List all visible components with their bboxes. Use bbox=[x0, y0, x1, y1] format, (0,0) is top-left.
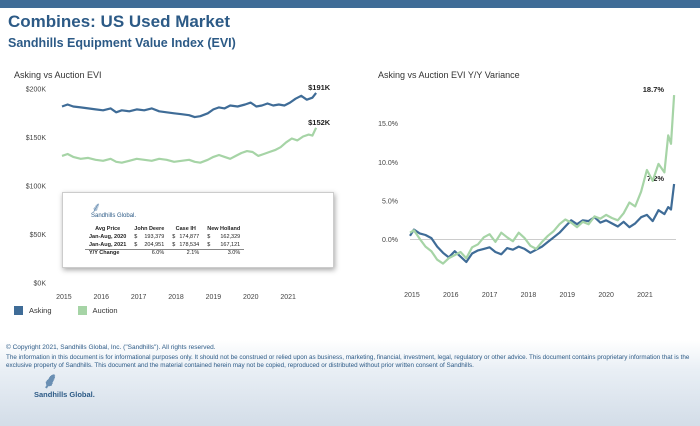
left-chart-title: Asking vs Auction EVI bbox=[14, 70, 102, 80]
top-accent-bar bbox=[0, 0, 700, 8]
john-deere-value: 6.0% bbox=[137, 248, 169, 257]
copyright-text: © Copyright 2021, Sandhills Global, Inc.… bbox=[6, 344, 216, 351]
y-tick-label: $50K bbox=[30, 232, 47, 239]
x-tick-label: 2015 bbox=[56, 294, 72, 301]
x-tick-label: 2019 bbox=[206, 294, 222, 301]
series-line-asking bbox=[409, 183, 676, 264]
currency-symbol bbox=[130, 248, 138, 257]
table-row: Jan-Aug, 2020 $ 193,379 $ 174,877 $ 162,… bbox=[85, 233, 244, 241]
series-line-auction bbox=[61, 127, 318, 164]
disclaimer-text: The information in this document is for … bbox=[6, 354, 690, 369]
y-tick-label: 10.0% bbox=[378, 160, 398, 167]
x-tick-label: 2018 bbox=[521, 292, 537, 299]
table-header-row: Avg Price John Deere Case IH New Holland bbox=[85, 225, 244, 233]
legend-label-auction: Auction bbox=[92, 306, 118, 315]
row-label: Jan-Aug, 2020 bbox=[89, 234, 127, 240]
right-chart-title: Asking vs Auction EVI Y/Y Variance bbox=[378, 70, 520, 80]
x-tick-label: 2015 bbox=[404, 292, 420, 299]
y-tick-label: 0.0% bbox=[382, 237, 398, 244]
legend-item-auction: Auction bbox=[77, 306, 118, 315]
series-line-asking bbox=[61, 92, 317, 119]
row-label: Y/Y Change bbox=[85, 248, 131, 257]
currency-symbol: $ bbox=[207, 234, 211, 240]
case-ih-value: 174,877 bbox=[179, 234, 200, 240]
new-holland-value: 162,329 bbox=[220, 234, 241, 240]
legend-swatch-asking bbox=[14, 306, 23, 315]
inset-logo-text: Sandhills Global. bbox=[91, 213, 137, 219]
variance-line-chart: 0.0% 5.0% 10.0% 15.0% 2015 2016 2017 2018 2019 20… bbox=[378, 85, 676, 299]
evi-line-chart: $0K $50K $100K $150K $200K 2015 2016 2017 2018 20… bbox=[26, 83, 331, 301]
y-tick-label: $100K bbox=[26, 184, 47, 191]
y-tick-label: $0K bbox=[34, 281, 47, 288]
y-tick-label: $200K bbox=[26, 87, 47, 94]
new-holland-value: 3.0% bbox=[211, 248, 245, 257]
x-tick-label: 2018 bbox=[168, 294, 184, 301]
footer-banner bbox=[0, 340, 700, 426]
x-tick-label: 2019 bbox=[559, 292, 575, 299]
currency-symbol bbox=[203, 248, 212, 257]
end-label-auction: $152K bbox=[308, 118, 331, 127]
currency-symbol: $ bbox=[134, 241, 138, 248]
table-header: New Holland bbox=[207, 226, 241, 232]
footer-logo-text: Sandhills Global. bbox=[34, 390, 95, 399]
table-row: Jan-Aug, 2021 $ 204,951 $ 178,534 $ 167,… bbox=[85, 241, 244, 249]
john-deere-value: 204,951 bbox=[144, 241, 165, 248]
end-label-asking: 7.2% bbox=[647, 174, 664, 183]
x-tick-label: 2021 bbox=[280, 294, 296, 301]
x-tick-label: 2017 bbox=[482, 292, 498, 299]
series-line-auction bbox=[409, 95, 676, 265]
case-ih-value: 2.1% bbox=[175, 248, 204, 257]
y-tick-label: $150K bbox=[26, 135, 47, 142]
legend-swatch-auction bbox=[77, 306, 87, 315]
x-tick-label: 2021 bbox=[637, 292, 653, 299]
y-tick-label: 5.0% bbox=[382, 198, 398, 205]
price-table: Avg Price John Deere Case IH New Holland… bbox=[85, 225, 245, 257]
x-tick-label: 2016 bbox=[93, 294, 109, 301]
x-tick-label: 2017 bbox=[131, 294, 147, 301]
legend-label-asking: Asking bbox=[29, 306, 52, 315]
avg-price-inset-table: ⸙ Sandhills Global. Avg Price John Deere… bbox=[62, 192, 334, 268]
footer-logo: ⸙ Sandhills Global. bbox=[34, 368, 95, 400]
end-label-auction: 18.7% bbox=[643, 85, 665, 94]
end-label-asking: $191K bbox=[308, 83, 331, 92]
x-tick-label: 2020 bbox=[598, 292, 614, 299]
y-tick-label: 15.0% bbox=[378, 121, 398, 128]
new-holland-value: 167,121 bbox=[220, 241, 241, 248]
currency-symbol: $ bbox=[172, 234, 176, 240]
heron-logo-icon: ⸙ bbox=[42, 368, 59, 393]
legend-item-asking: Asking bbox=[14, 306, 52, 315]
john-deere-value: 193,379 bbox=[144, 234, 165, 240]
table-header: Avg Price bbox=[95, 226, 121, 232]
page-subtitle: Sandhills Equipment Value Index (EVI) bbox=[8, 36, 236, 50]
table-row: Y/Y Change 6.0% 2.1% 3.0% bbox=[85, 248, 245, 257]
case-ih-value: 178,534 bbox=[179, 241, 200, 248]
page-title: Combines: US Used Market bbox=[8, 12, 230, 31]
x-tick-label: 2020 bbox=[243, 294, 259, 301]
left-chart-legend: Asking Auction bbox=[14, 306, 118, 315]
currency-symbol: $ bbox=[134, 234, 138, 240]
currency-symbol: $ bbox=[207, 241, 211, 248]
row-label: Jan-Aug, 2021 bbox=[89, 241, 127, 248]
heron-logo-icon: ⸙ bbox=[91, 199, 102, 215]
inset-logo: ⸙ Sandhills Global. bbox=[91, 199, 137, 219]
currency-symbol: $ bbox=[172, 241, 176, 248]
x-tick-label: 2016 bbox=[443, 292, 459, 299]
table-header: John Deere bbox=[134, 226, 165, 232]
currency-symbol bbox=[168, 248, 176, 257]
table-header: Case IH bbox=[175, 226, 196, 232]
